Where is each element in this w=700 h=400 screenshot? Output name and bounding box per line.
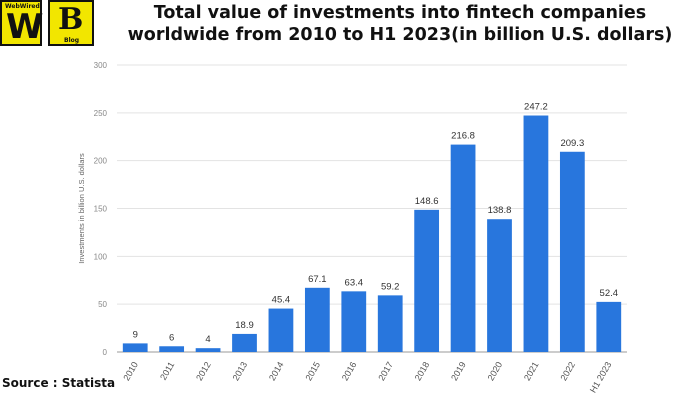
x-tick-label: 2011	[158, 360, 176, 382]
data-label: 138.8	[488, 205, 512, 216]
data-label: 67.1	[308, 274, 327, 285]
bar	[232, 333, 257, 352]
data-label: 59.2	[381, 281, 400, 292]
x-tick-label: 2013	[231, 360, 250, 382]
x-tick-label: 2016	[340, 360, 359, 382]
data-label: 216.8	[451, 131, 475, 142]
data-label: 209.3	[560, 138, 584, 149]
x-tick-label: 2012	[194, 360, 213, 382]
bar	[122, 343, 148, 352]
data-label: 63.4	[345, 277, 364, 288]
y-tick-label: 250	[94, 109, 108, 118]
data-label: 4	[205, 334, 210, 345]
bar	[450, 144, 476, 352]
logo: WebWired W B Blog	[0, 0, 94, 48]
x-tick-label: 2022	[558, 360, 577, 382]
y-axis-label: Investments in billion U.S. dollars	[77, 153, 86, 264]
logo-w-caption: WebWired	[5, 3, 40, 10]
x-tick-label: 2021	[522, 360, 541, 382]
data-label: 9	[133, 329, 138, 340]
y-tick-label: 100	[94, 252, 108, 261]
data-label: 148.6	[415, 196, 439, 207]
bar	[487, 219, 512, 352]
x-tick-label: 2015	[303, 360, 322, 382]
logo-b-letter: B	[58, 2, 84, 37]
logo-b-caption: Blog	[64, 37, 80, 44]
x-tick-label: 2017	[376, 360, 395, 382]
y-tick-label: 50	[98, 300, 107, 309]
x-tick-label: 2010	[121, 360, 140, 382]
x-tick-label: 2014	[267, 360, 286, 382]
data-label: 45.4	[272, 295, 291, 306]
bar	[268, 308, 294, 352]
bar	[195, 348, 221, 352]
bar	[523, 115, 549, 353]
bar	[377, 295, 403, 352]
data-label: 52.4	[600, 288, 619, 299]
data-label: 18.9	[235, 320, 254, 331]
data-label: 6	[169, 332, 174, 343]
y-tick-label: 300	[94, 61, 108, 70]
y-tick-label: 0	[103, 348, 108, 357]
bar	[559, 151, 585, 352]
y-tick-label: 150	[94, 205, 108, 214]
data-label: 247.2	[524, 102, 548, 113]
x-tick-label: H1 2023	[588, 360, 614, 394]
bar	[341, 291, 367, 352]
x-tick-label: 2020	[486, 360, 505, 382]
bar	[414, 209, 440, 352]
logo-w-letter: W	[6, 7, 44, 47]
bar	[596, 301, 622, 352]
source-note: Source : Statista	[2, 376, 116, 390]
bar	[304, 287, 330, 352]
chart-title: Total value of investments into fintech …	[127, 3, 673, 45]
x-tick-label: 2018	[413, 360, 432, 382]
y-tick-label: 200	[94, 157, 108, 166]
x-tick-label: 2019	[449, 360, 468, 382]
logo-w-badge: WebWired W	[0, 0, 44, 47]
logo-b-badge: B Blog	[48, 0, 94, 46]
bar	[159, 346, 185, 352]
